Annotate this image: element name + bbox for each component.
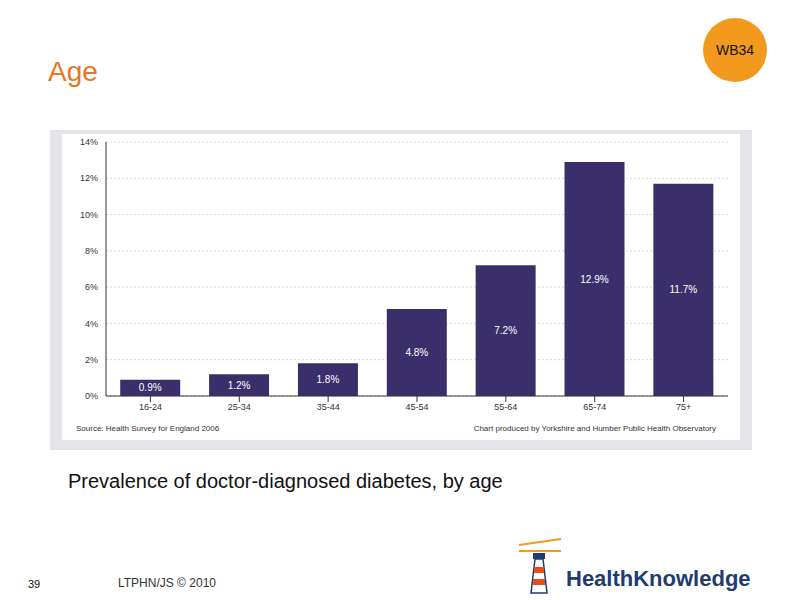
svg-text:45-54: 45-54 xyxy=(405,402,428,412)
html-text:WB34: WB34 xyxy=(715,42,755,58)
html-text:Source: Health Survey for Engl: Source: Health Survey for England 2006 xyxy=(76,424,220,433)
html-text:HealthKnowledge: HealthKnowledge xyxy=(566,566,751,591)
svg-text:12%: 12% xyxy=(80,173,98,183)
svg-text:1.2%: 1.2% xyxy=(228,380,251,391)
svg-text:0.9%: 0.9% xyxy=(139,382,162,393)
svg-text:65-74: 65-74 xyxy=(583,402,606,412)
svg-text:75+: 75+ xyxy=(676,402,691,412)
svg-text:7.2%: 7.2% xyxy=(494,325,517,336)
svg-text:8%: 8% xyxy=(85,246,98,256)
html-text:39: 39 xyxy=(28,578,41,590)
svg-text:16-24: 16-24 xyxy=(139,402,162,412)
svg-text:4.8%: 4.8% xyxy=(405,347,428,358)
svg-text:25-34: 25-34 xyxy=(228,402,251,412)
svg-text:6%: 6% xyxy=(85,282,98,292)
svg-text:55-64: 55-64 xyxy=(494,402,517,412)
svg-text:11.7%: 11.7% xyxy=(670,284,698,295)
svg-text:12.9%: 12.9% xyxy=(580,274,608,285)
svg-text:10%: 10% xyxy=(80,210,98,220)
html-text:Chart produced by Yorkshire an: Chart produced by Yorkshire and Humber P… xyxy=(473,424,716,433)
html-text:LTPHN/JS © 2010: LTPHN/JS © 2010 xyxy=(118,576,216,590)
svg-text:1.8%: 1.8% xyxy=(317,374,340,385)
svg-text:0%: 0% xyxy=(85,391,98,401)
svg-text:2%: 2% xyxy=(85,355,98,365)
html-text:Age: Age xyxy=(48,56,98,87)
html-text:Prevalence of doctor-diagnosed: Prevalence of doctor-diagnosed diabetes,… xyxy=(68,470,503,492)
svg-text:14%: 14% xyxy=(80,137,98,147)
svg-text:4%: 4% xyxy=(85,319,98,329)
svg-text:35-44: 35-44 xyxy=(317,402,340,412)
